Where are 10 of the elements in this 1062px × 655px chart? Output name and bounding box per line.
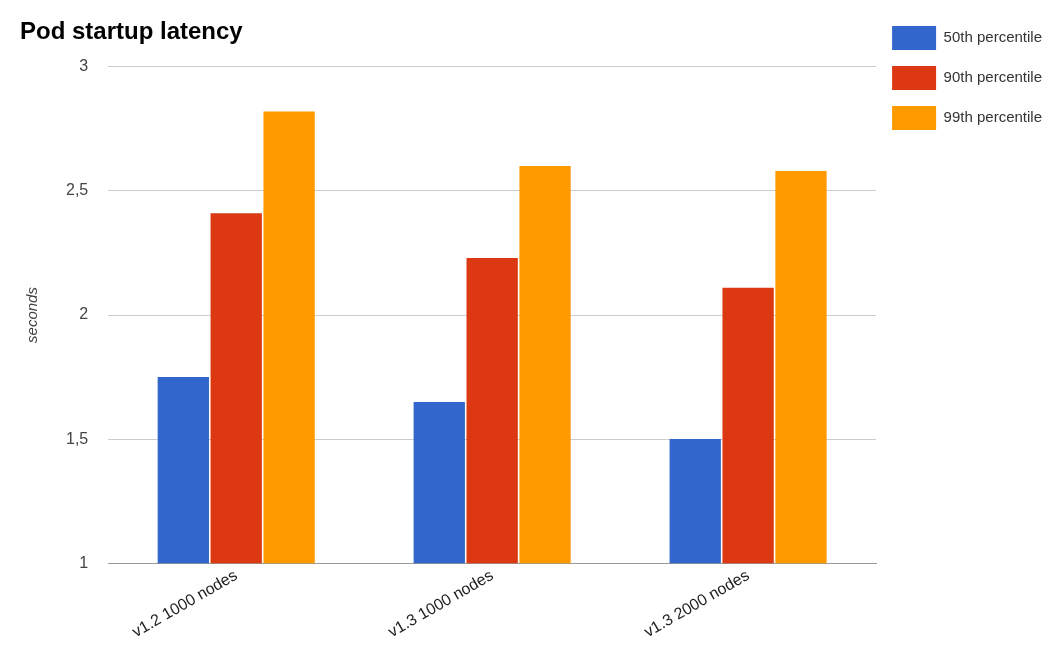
chart-title: Pod startup latency bbox=[20, 17, 244, 45]
y-tick-label: 1 bbox=[79, 553, 89, 571]
y-tick-label: 1,5 bbox=[65, 429, 89, 447]
legend-label: 90th percentile bbox=[943, 68, 1043, 86]
y-tick-label: 3 bbox=[79, 57, 89, 75]
y-tick-label: 2 bbox=[79, 305, 89, 323]
y-tick-label: 2,5 bbox=[65, 181, 89, 199]
y-axis-title: seconds bbox=[23, 286, 41, 343]
legend-label: 50th percentile bbox=[943, 28, 1043, 46]
legend-label: 99th percentile bbox=[943, 108, 1043, 126]
